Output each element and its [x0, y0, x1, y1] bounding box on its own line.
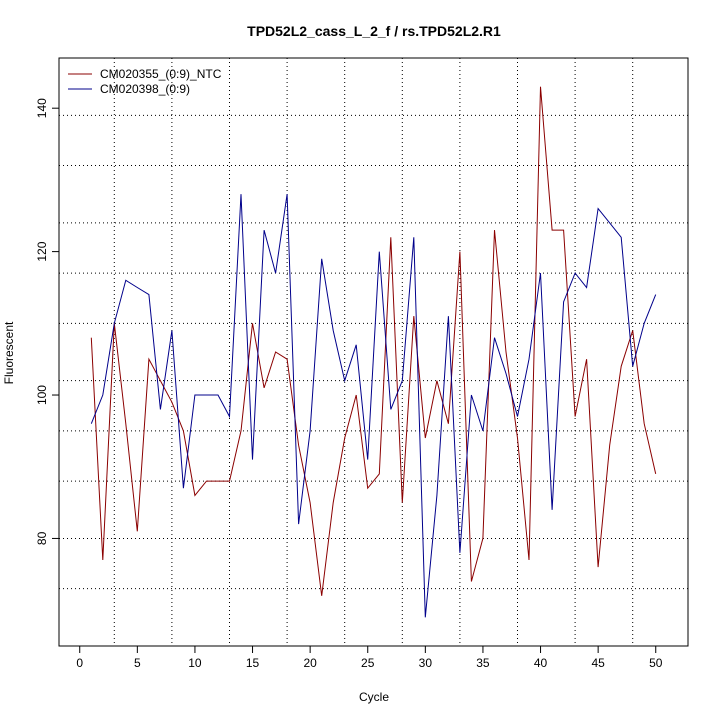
x-tick-label: 10 — [188, 656, 202, 670]
x-tick-label: 15 — [246, 656, 260, 670]
y-tick-label: 100 — [35, 385, 49, 405]
x-tick-label: 45 — [591, 656, 605, 670]
x-axis: 0 5 10 15 20 25 30 35 40 45 50 — [76, 645, 663, 670]
x-tick-label: 50 — [649, 656, 663, 670]
y-axis-label: Fluorescent — [2, 321, 16, 384]
series-line-2 — [90, 194, 657, 618]
y-axis: 80 100 120 140 — [35, 98, 60, 545]
x-tick-label: 30 — [419, 656, 433, 670]
y-tick-label: 140 — [35, 98, 49, 118]
x-tick-label: 35 — [476, 656, 490, 670]
series-line-1 — [90, 86, 657, 596]
y-tick-label: 120 — [35, 241, 49, 261]
legend-label-2: CM020398_(0:9) — [100, 82, 190, 96]
series-layer — [90, 86, 657, 618]
grid — [59, 58, 688, 646]
x-tick-label: 40 — [534, 656, 548, 670]
x-tick-label: 20 — [303, 656, 317, 670]
y-tick-label: 80 — [35, 531, 49, 545]
x-tick-label: 5 — [134, 656, 141, 670]
legend-label-1: CM020355_(0:9)_NTC — [100, 67, 222, 81]
chart-title: TPD52L2_cass_L_2_f / rs.TPD52L2.R1 — [247, 23, 501, 39]
x-axis-label: Cycle — [359, 690, 389, 704]
x-tick-label: 0 — [76, 656, 83, 670]
x-tick-label: 25 — [361, 656, 375, 670]
